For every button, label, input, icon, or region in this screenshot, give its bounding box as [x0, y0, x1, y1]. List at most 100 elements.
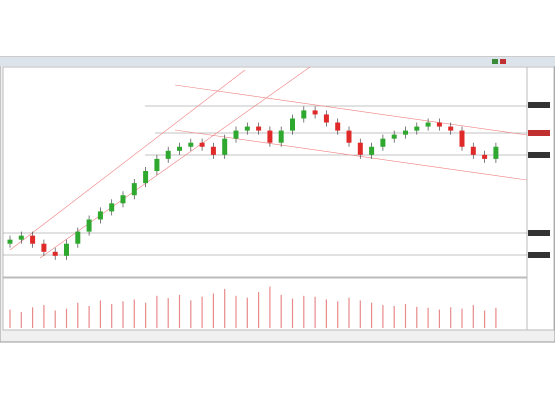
- price-marker: [528, 230, 550, 236]
- volume-bar: [314, 296, 316, 328]
- volume-bar: [371, 302, 373, 328]
- marks: [7, 106, 499, 328]
- candle-body: [470, 146, 476, 155]
- volume-bar: [43, 305, 45, 328]
- volume-bar: [99, 300, 101, 328]
- candle-body: [210, 146, 216, 155]
- candle-body: [312, 110, 318, 115]
- candle-body: [109, 203, 115, 212]
- volume-bar: [65, 308, 68, 328]
- volume-bar: [461, 308, 463, 328]
- candle-body: [391, 134, 397, 139]
- candle-body: [301, 110, 307, 119]
- candle-body: [290, 118, 295, 131]
- volume-bar: [359, 300, 361, 328]
- candle-body: [414, 126, 420, 131]
- volume-bar: [167, 298, 169, 328]
- volume-bar: [438, 309, 440, 328]
- volume-bar: [325, 299, 327, 328]
- candle-body: [425, 122, 431, 127]
- candle-body: [75, 231, 81, 244]
- candle-body: [357, 142, 363, 155]
- volume-bar: [178, 294, 181, 328]
- candle-body: [369, 146, 375, 155]
- volume-bar: [427, 307, 429, 328]
- volume-bar: [88, 305, 90, 328]
- price-axis: [526, 66, 555, 331]
- candle-body: [346, 130, 352, 143]
- volume-bar: [145, 302, 147, 328]
- candle-body: [459, 130, 465, 147]
- price-pane: [2, 66, 528, 278]
- candle-body: [244, 126, 250, 131]
- candle-body: [323, 114, 329, 123]
- volume-bar: [235, 295, 237, 328]
- candle-body: [278, 130, 284, 143]
- toolbar-button[interactable]: [500, 59, 506, 64]
- candle-body: [493, 146, 499, 159]
- volume-bar: [122, 301, 124, 328]
- toolbar[interactable]: [0, 57, 555, 66]
- candle-body: [64, 243, 69, 256]
- candle-body: [199, 142, 205, 147]
- candle-body: [436, 122, 442, 127]
- candle-body: [256, 126, 262, 131]
- candle-body: [380, 138, 386, 147]
- volume-bar: [450, 307, 452, 328]
- candle-body: [267, 130, 273, 143]
- price-marker: [528, 102, 550, 108]
- volume-bar: [269, 286, 271, 328]
- volume-bar: [484, 310, 486, 328]
- candle-body: [52, 251, 58, 256]
- candle-body: [7, 239, 13, 244]
- candle-body: [86, 219, 92, 232]
- volume-bar: [77, 302, 79, 328]
- candle-body: [154, 158, 160, 171]
- volume-bar: [111, 304, 113, 328]
- volume-bar: [156, 295, 158, 328]
- volume-bar: [416, 306, 418, 328]
- candle-body: [143, 171, 149, 184]
- volume-bar: [280, 294, 282, 328]
- candle-body: [30, 235, 36, 244]
- trend-line: [39, 66, 311, 259]
- volume-bar: [32, 307, 34, 328]
- volume-bar: [201, 296, 203, 328]
- candle-body: [120, 195, 126, 204]
- candle-body: [41, 243, 47, 252]
- volume-bar: [190, 300, 192, 328]
- volume-bar: [337, 301, 339, 328]
- candle-body: [188, 142, 194, 147]
- price-marker: [528, 152, 550, 158]
- candle-body: [165, 150, 171, 159]
- volume-bar: [133, 299, 135, 328]
- volume-bar: [382, 305, 384, 328]
- volume-pane: [2, 277, 528, 331]
- trend-line: [174, 84, 528, 136]
- volume-bar: [258, 292, 260, 328]
- trend-line: [9, 69, 246, 251]
- candle-body: [448, 126, 454, 131]
- candle-body: [97, 211, 103, 220]
- volume-bar: [54, 310, 56, 328]
- candle-body: [233, 130, 239, 139]
- volume-bar: [224, 288, 226, 328]
- volume-bar: [404, 304, 407, 328]
- volume-bar: [472, 305, 474, 328]
- volume-bar: [212, 293, 214, 328]
- price-marker: [528, 252, 550, 258]
- candle-body: [335, 122, 341, 131]
- candle-body: [177, 146, 182, 151]
- price-marker: [528, 130, 550, 136]
- toolbar-button[interactable]: [492, 59, 498, 64]
- volume-bar: [303, 295, 305, 328]
- candle-body: [482, 154, 488, 159]
- volume-bar: [495, 307, 497, 328]
- candle-body: [222, 138, 228, 155]
- volume-bar: [246, 297, 248, 328]
- volume-bar: [9, 309, 11, 328]
- candle-body: [403, 130, 408, 135]
- volume-bar: [291, 298, 294, 328]
